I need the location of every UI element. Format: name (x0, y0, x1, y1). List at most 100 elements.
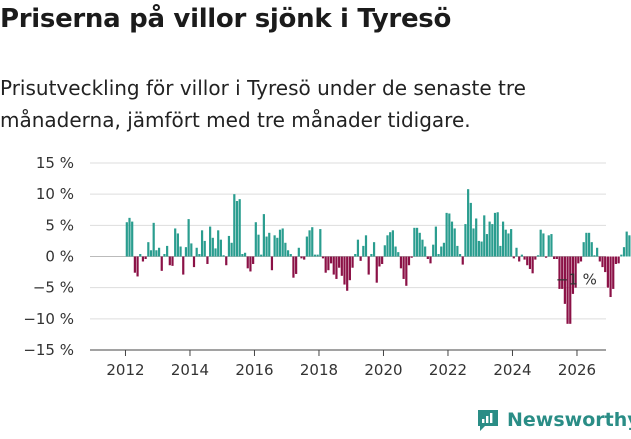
bar (241, 254, 244, 257)
bar (200, 230, 204, 257)
bar (308, 230, 311, 257)
newsworthy-logo[interactable]: Newsworthy (476, 408, 631, 432)
bar (480, 241, 483, 257)
bar (397, 252, 400, 257)
bar (405, 256, 408, 286)
bar (367, 256, 370, 275)
bar (456, 245, 459, 257)
bar (278, 229, 282, 257)
bar (313, 254, 317, 257)
bar (544, 256, 548, 258)
bar (359, 256, 362, 261)
bar (144, 256, 147, 259)
y-tick-label: 0 % (45, 248, 74, 266)
bar (394, 246, 397, 257)
bar (348, 256, 351, 281)
bar (542, 233, 545, 257)
bar (577, 256, 580, 264)
bar (528, 256, 532, 269)
y-axis-ticks: 15 % 10 % 5 % 0 % −5 % −10 % −15 % (23, 154, 74, 359)
bar (566, 256, 569, 324)
bar (453, 228, 456, 257)
bar (614, 256, 618, 264)
bar (329, 256, 333, 264)
bar (370, 254, 373, 257)
bar (354, 254, 357, 257)
y-tick-label: −5 % (33, 279, 74, 297)
bar (260, 254, 263, 257)
bar (381, 256, 384, 264)
bar (235, 201, 239, 257)
bar (219, 239, 222, 257)
bar (133, 256, 136, 273)
bar (276, 237, 279, 257)
y-tick-label: 5 % (45, 216, 74, 234)
bar (609, 256, 612, 298)
bar (493, 212, 497, 257)
bar (604, 256, 607, 273)
bar (512, 256, 515, 259)
bar (182, 256, 185, 275)
bar (222, 255, 225, 257)
bar (335, 256, 338, 279)
bar (179, 246, 182, 257)
bar (413, 227, 416, 257)
bar (518, 256, 521, 262)
latest-value-annotation: −1 % (556, 271, 597, 289)
bar (622, 247, 626, 257)
bar (501, 221, 505, 257)
bar (601, 256, 604, 268)
bar (198, 254, 201, 257)
bar (171, 256, 174, 266)
bar (209, 226, 212, 257)
bar (421, 239, 424, 257)
bar (488, 221, 491, 257)
bar (364, 235, 368, 257)
bar (192, 256, 196, 268)
bar (346, 256, 349, 291)
x-tick-label: 2012 (106, 361, 144, 379)
bar (579, 256, 583, 262)
bar (160, 256, 163, 271)
bar (585, 232, 588, 257)
bar (340, 256, 343, 276)
bar (254, 222, 257, 257)
bar (139, 254, 142, 257)
bar (281, 228, 284, 257)
bar (418, 232, 421, 257)
bar (168, 256, 171, 266)
bar (217, 230, 220, 257)
bar (386, 235, 389, 257)
bar (402, 256, 405, 279)
bar (628, 235, 631, 257)
bar (458, 254, 462, 257)
bar (252, 256, 255, 264)
bar (515, 247, 518, 257)
bar (136, 256, 139, 277)
bar (147, 242, 150, 257)
bar (469, 202, 472, 257)
bar (152, 222, 155, 257)
bar (303, 256, 306, 260)
bar (265, 236, 268, 257)
bar (163, 254, 166, 257)
bar (305, 236, 308, 257)
bar (249, 256, 252, 272)
bar (569, 256, 572, 324)
bar (415, 227, 419, 257)
bar (534, 256, 537, 260)
bar (483, 215, 486, 257)
bar (461, 256, 464, 265)
bar (324, 256, 327, 273)
bar (286, 250, 290, 257)
bar (410, 256, 413, 258)
bar (149, 250, 153, 257)
bar (268, 232, 271, 257)
bar (225, 256, 228, 266)
bar (243, 252, 247, 257)
bar (214, 248, 217, 257)
chart-title: Priserna på villor sjönk i Tyresö (0, 4, 452, 34)
bar (582, 242, 585, 257)
bar (383, 245, 386, 257)
